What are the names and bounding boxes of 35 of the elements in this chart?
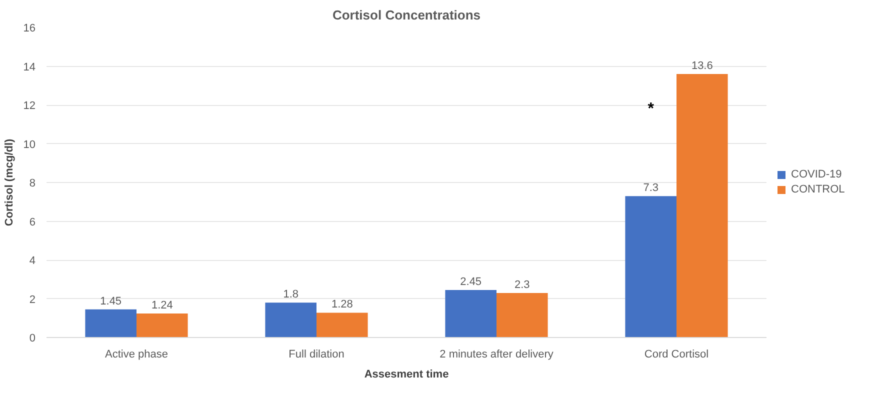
y-tick-label: 12 <box>23 100 36 112</box>
y-tick-label: 14 <box>23 61 36 74</box>
chart-title: Cortisol Concentrations <box>332 8 481 22</box>
bar <box>85 309 136 338</box>
y-tick-label: 6 <box>29 216 36 228</box>
data-label: 1.28 <box>331 298 353 311</box>
y-axis-title: Cortisol (mcg/dl) <box>3 138 16 226</box>
bar <box>316 312 368 338</box>
x-tick-label: Active phase <box>105 348 168 360</box>
y-tick-label: 0 <box>29 332 36 344</box>
bar <box>445 290 496 338</box>
y-tick-label: 4 <box>29 255 36 267</box>
data-label: 13.6 <box>691 60 713 72</box>
x-tick-label: 2 minutes after delivery <box>440 348 554 360</box>
legend-label: COVID-19 <box>791 168 842 180</box>
data-label: 2.45 <box>460 276 482 288</box>
bar <box>625 196 676 338</box>
x-tick-label: Full dilation <box>288 348 344 360</box>
y-tick-label: 8 <box>29 178 36 190</box>
data-label: 1.45 <box>100 295 122 308</box>
bar <box>496 292 548 338</box>
data-label: 1.24 <box>151 299 173 312</box>
annotation: * <box>648 100 655 118</box>
y-tick-label: 16 <box>23 22 36 34</box>
bar <box>265 302 316 338</box>
data-label: 7.3 <box>643 182 658 194</box>
bar <box>136 313 188 338</box>
data-label: 2.3 <box>514 278 530 291</box>
y-tick-label: 2 <box>29 294 36 306</box>
y-tick-label: 10 <box>23 138 36 151</box>
data-label: 1.8 <box>283 288 298 301</box>
x-tick-label: Cord Cortisol <box>644 348 709 360</box>
bar <box>676 74 728 338</box>
x-axis-title: Assesment time <box>364 368 449 380</box>
legend-label: CONTROL <box>791 184 845 196</box>
